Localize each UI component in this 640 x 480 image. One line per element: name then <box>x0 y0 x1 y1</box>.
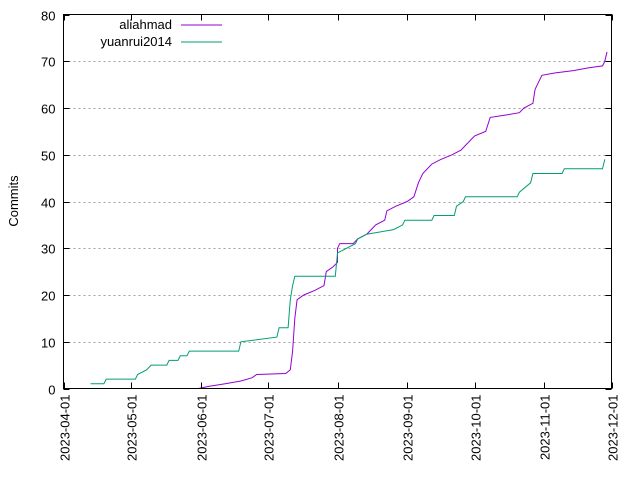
x-tick-label: 2023-07-01 <box>262 395 277 462</box>
axis-layer: 0 10 20 30 40 50 60 70 80 2023-04-01 2023-05-01 202… <box>41 9 620 462</box>
series-line-aliahmad <box>198 51 608 389</box>
y-tick-label: 50 <box>41 149 55 164</box>
grid-layer <box>63 61 612 343</box>
y-axis-title: Commits <box>6 175 21 227</box>
x-tick-label: 2023-04-01 <box>58 395 73 462</box>
legend: aliahmad yuanrui2014 <box>100 17 222 49</box>
x-tick-label: 2023-12-01 <box>606 395 621 462</box>
y-tick-label: 80 <box>41 9 55 24</box>
x-tick-label: 2023-10-01 <box>469 395 484 462</box>
x-tick-label: 2023-05-01 <box>125 395 140 462</box>
legend-label-yuanrui2014: yuanrui2014 <box>100 34 172 49</box>
y-tick-label: 60 <box>41 102 55 117</box>
plot-frame <box>63 14 612 389</box>
x-tick-label: 2023-06-01 <box>195 395 210 462</box>
series-layer <box>90 51 608 389</box>
x-tick-label: 2023-11-01 <box>538 395 553 461</box>
y-tick-label: 20 <box>41 289 55 304</box>
series-line-yuanrui2014 <box>90 159 606 385</box>
y-tick-label: 0 <box>48 383 55 398</box>
y-tick-label: 40 <box>41 196 55 211</box>
x-tick-label: 2023-08-01 <box>332 395 347 462</box>
legend-label-aliahmad: aliahmad <box>119 17 172 32</box>
y-tick-label: 70 <box>41 55 55 70</box>
y-tick-label: 10 <box>41 336 55 351</box>
y-tick-label: 30 <box>41 242 55 257</box>
x-tick-label: 2023-09-01 <box>401 395 416 462</box>
